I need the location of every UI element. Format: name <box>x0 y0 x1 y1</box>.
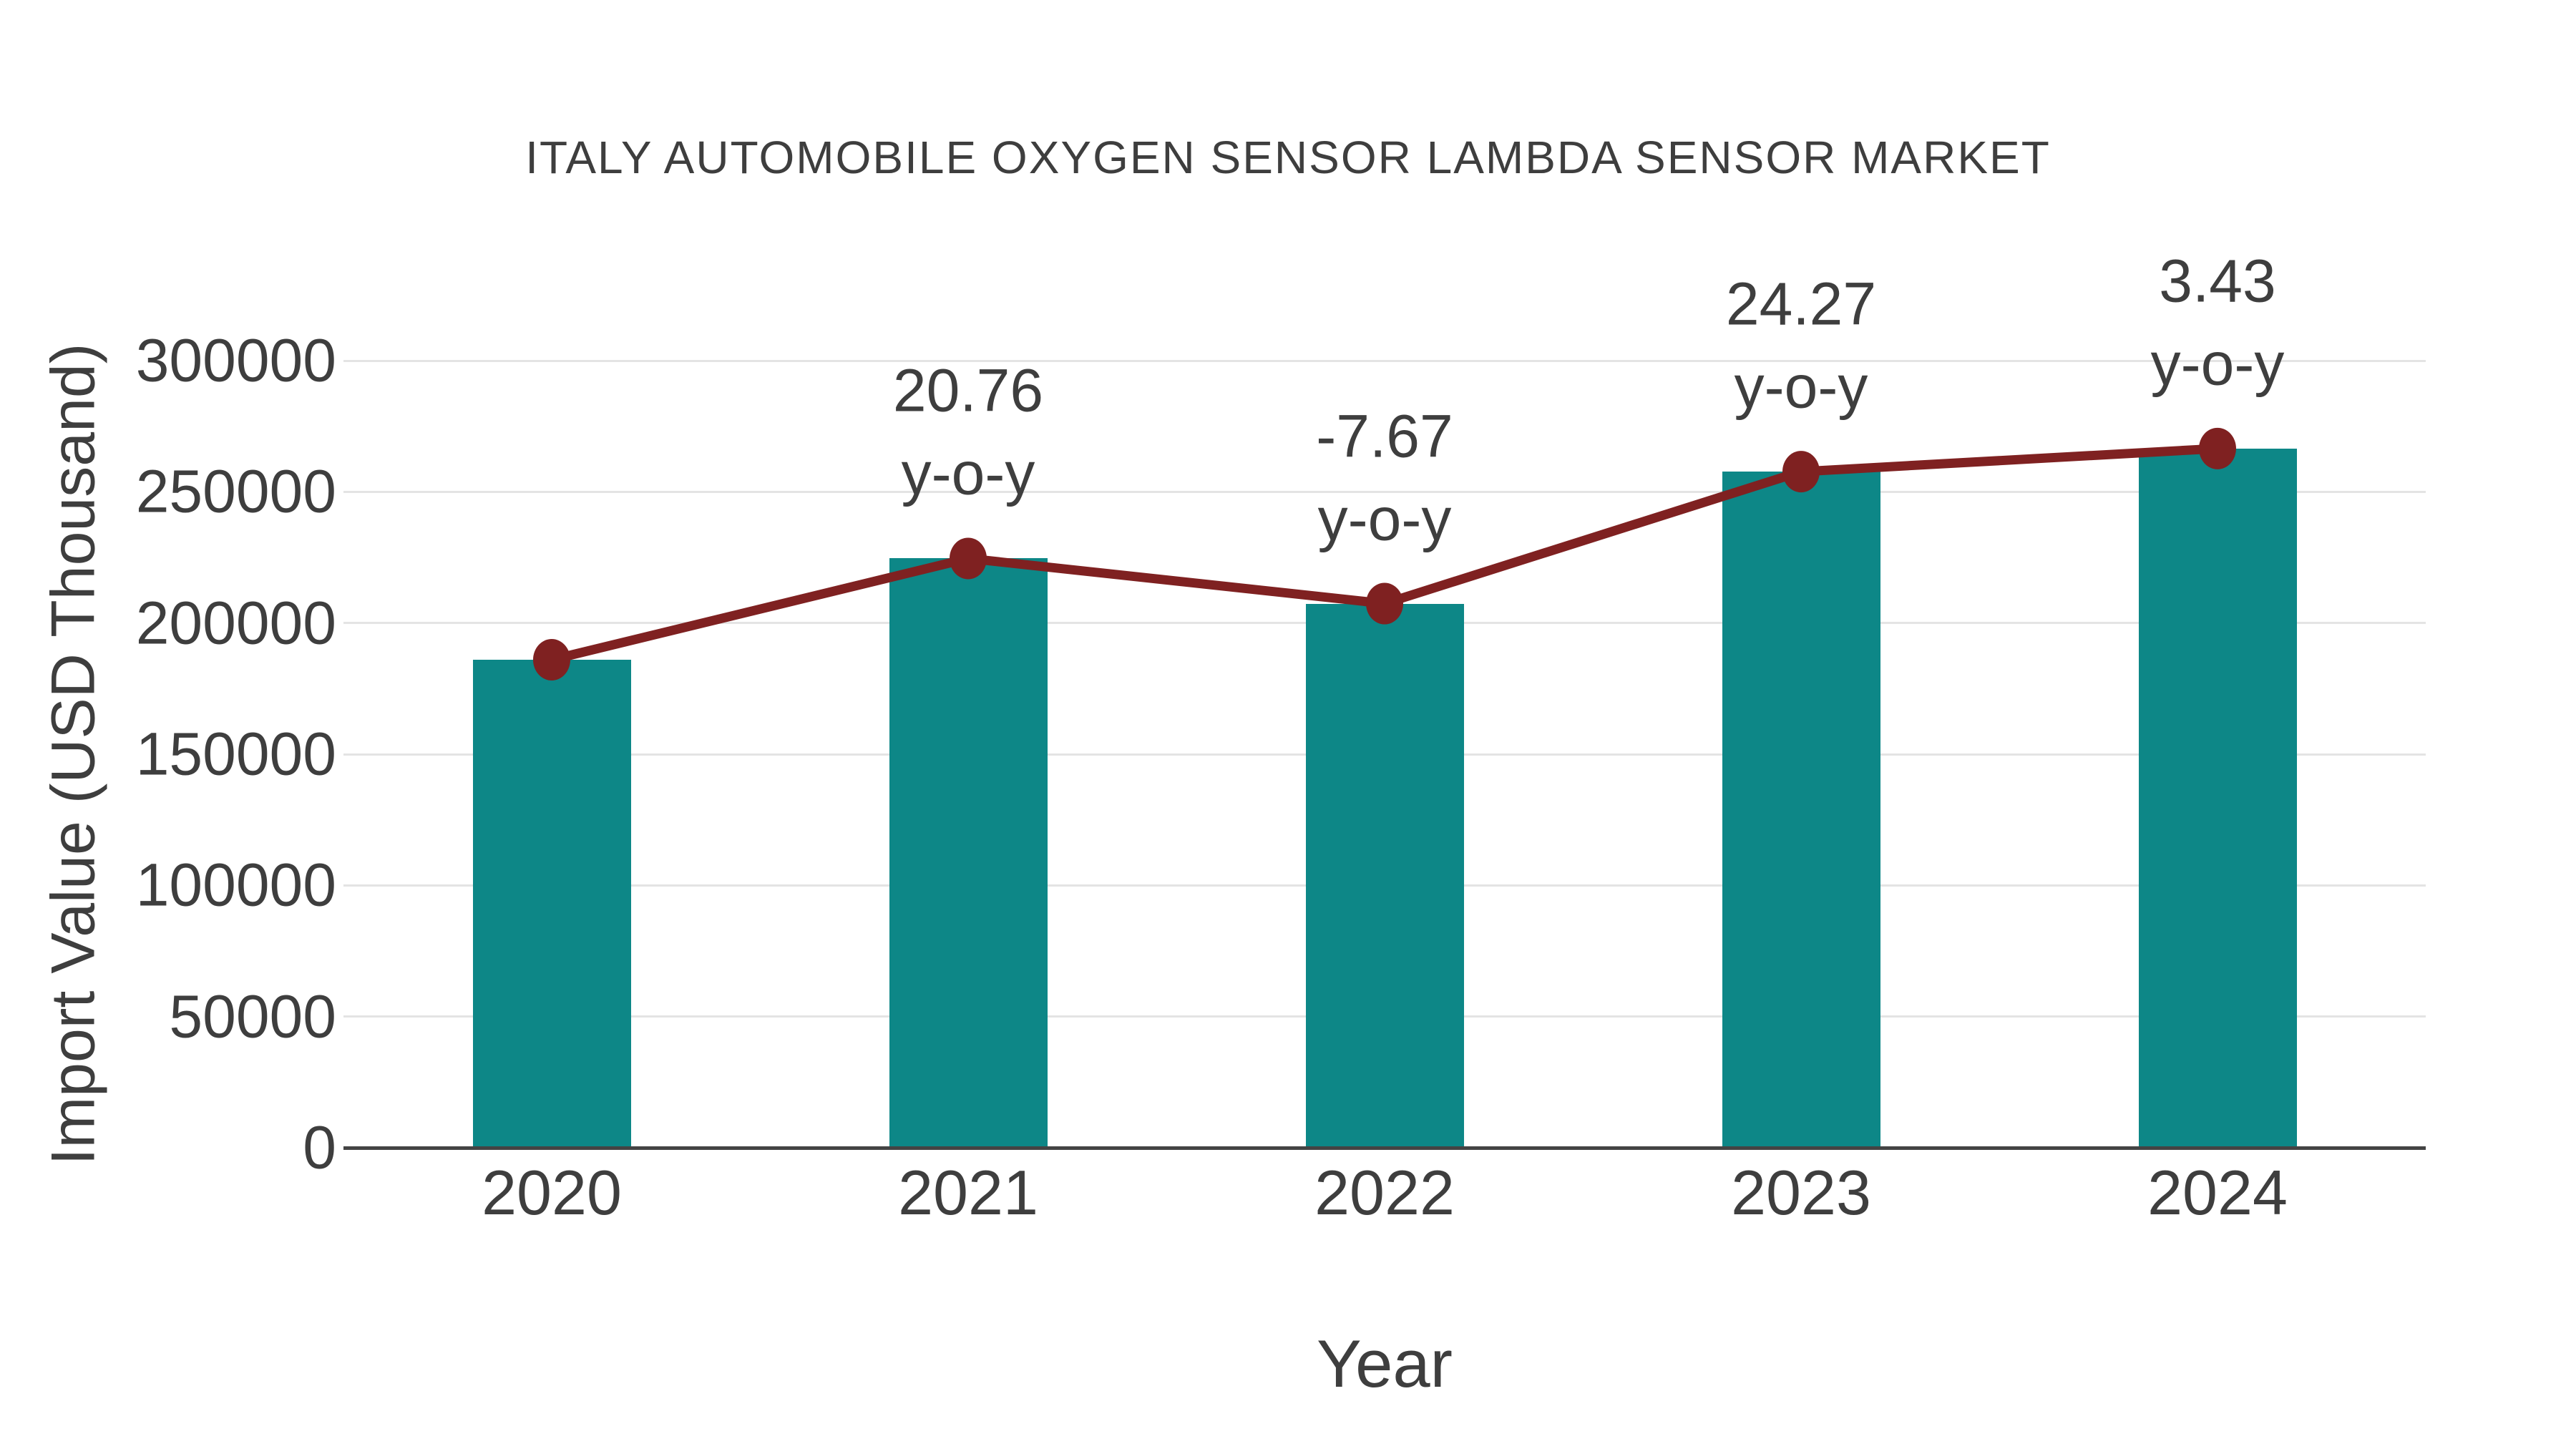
gridline-300000 <box>343 359 2426 362</box>
bar-2021 <box>889 558 1048 1148</box>
yoy-annotation-value-2022: -7.67 <box>1316 402 1453 470</box>
yoy-annotation-suffix-2023: y-o-y <box>1734 353 1868 421</box>
y-tick-label-100000: 100000 <box>135 851 336 919</box>
yoy-annotation-suffix-2024: y-o-y <box>2150 330 2285 398</box>
bar-2020 <box>472 660 631 1148</box>
y-tick-label-50000: 50000 <box>169 982 336 1050</box>
bar-2024 <box>2138 448 2297 1148</box>
chart-title: ITALY AUTOMOBILE OXYGEN SENSOR LAMBDA SE… <box>525 132 2051 183</box>
line-marker-2024 <box>2199 427 2236 469</box>
plot-area <box>343 359 2426 1148</box>
line-marker-2022 <box>1366 582 1403 625</box>
yoy-annotation-suffix-2021: y-o-y <box>901 439 1035 507</box>
yoy-annotation-suffix-2022: y-o-y <box>1317 485 1452 553</box>
bar-2023 <box>1722 472 1880 1148</box>
y-tick-label-250000: 250000 <box>135 457 336 525</box>
yoy-annotation-value-2023: 24.27 <box>1725 270 1877 338</box>
y-tick-label-300000: 300000 <box>135 326 336 394</box>
yoy-annotation-value-2021: 20.76 <box>892 356 1044 424</box>
x-tick-label-2022: 2022 <box>1314 1157 1455 1228</box>
y-axis-title: Import Value (USD Thousand) <box>39 343 108 1166</box>
line-marker-2021 <box>950 537 987 580</box>
x-tick-label-2021: 2021 <box>898 1157 1038 1228</box>
y-tick-label-150000: 150000 <box>135 720 336 788</box>
x-tick-label-2023: 2023 <box>1731 1157 1871 1228</box>
y-tick-label-0: 0 <box>303 1113 336 1181</box>
line-marker-2023 <box>1782 451 1820 493</box>
trend-line-layer <box>533 427 2236 680</box>
x-tick-label-2020: 2020 <box>482 1157 622 1228</box>
yoy-annotation-value-2024: 3.43 <box>2159 247 2276 315</box>
x-axis-line <box>343 1146 2426 1150</box>
x-tick-label-2024: 2024 <box>2147 1157 2288 1228</box>
trend-line <box>550 444 2218 665</box>
gridline-250000 <box>343 490 2426 493</box>
x-axis-title: Year <box>1317 1326 1453 1401</box>
line-marker-2020 <box>533 639 570 680</box>
y-tick-label-200000: 200000 <box>135 589 336 657</box>
bar-2022 <box>1305 603 1464 1148</box>
